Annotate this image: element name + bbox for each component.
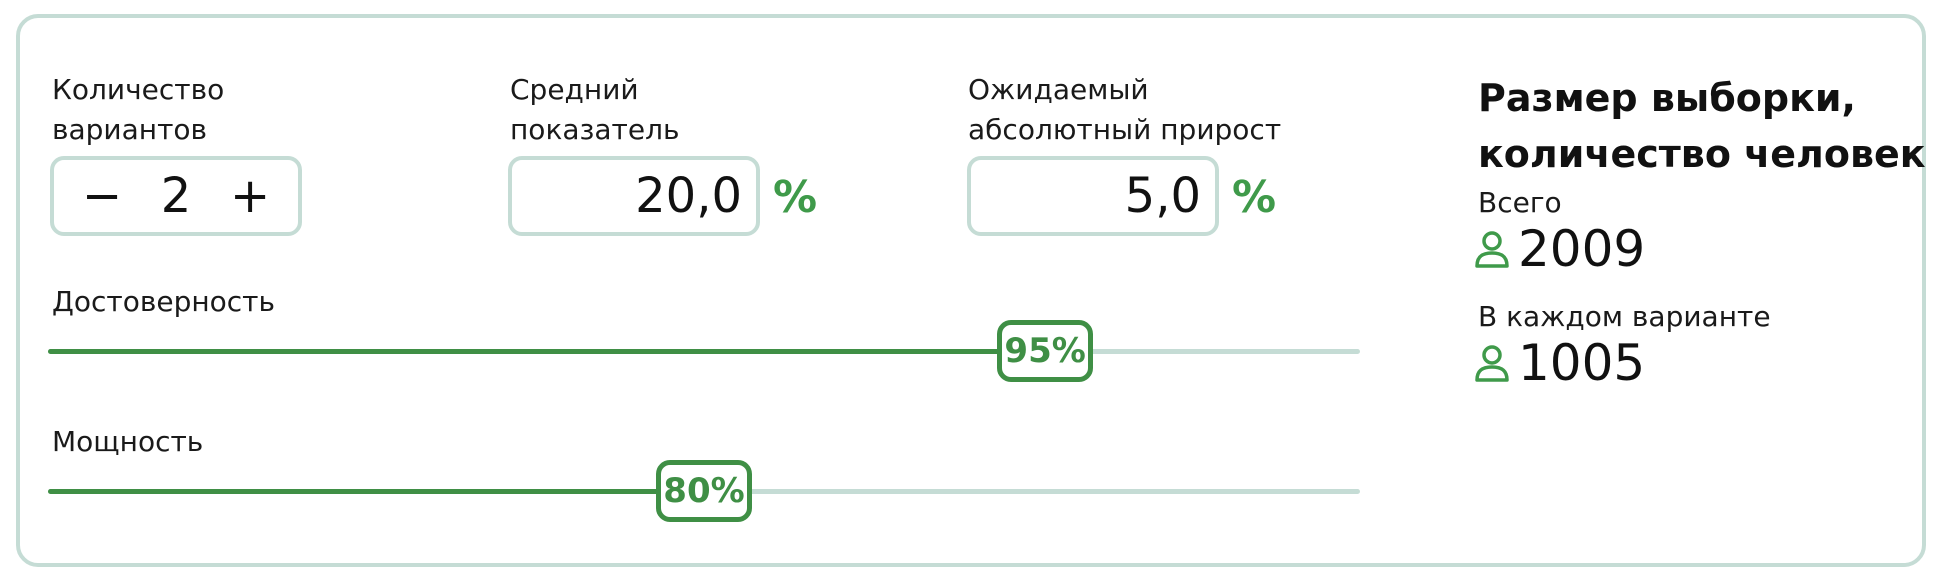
average-input[interactable]: 20,0: [508, 156, 760, 236]
power-fill: [48, 489, 704, 494]
increment-button[interactable]: +: [229, 168, 271, 224]
variants-stepper: − 2 +: [50, 156, 302, 236]
power-label: Мощность: [52, 425, 204, 458]
growth-label: Ожидаемый абсолютный прирост: [968, 73, 1282, 146]
average-unit: %: [773, 172, 818, 223]
total-number: 2009: [1518, 220, 1646, 278]
each-label: В каждом варианте: [1478, 300, 1771, 333]
reliability-label: Достоверность: [52, 285, 275, 318]
person-icon: [1475, 231, 1509, 268]
reliability-thumb[interactable]: 95%: [997, 320, 1094, 382]
each-number: 1005: [1518, 334, 1646, 392]
reliability-fill: [48, 349, 1046, 354]
variants-value: 2: [160, 168, 192, 224]
each-value: 1005: [1474, 334, 1645, 392]
person-icon: [1475, 345, 1509, 382]
variants-label: Количество вариантов: [52, 73, 225, 146]
calculator-card: [16, 14, 1926, 567]
power-thumb[interactable]: 80%: [656, 460, 752, 522]
total-value: 2009: [1474, 220, 1645, 278]
reliability-slider[interactable]: 95%: [48, 320, 1360, 382]
power-slider[interactable]: 80%: [48, 460, 1360, 522]
growth-input[interactable]: 5,0: [967, 156, 1219, 236]
result-title: Размер выборки, количество человек: [1478, 76, 1926, 176]
decrement-button[interactable]: −: [82, 168, 123, 224]
average-label: Средний показатель: [510, 73, 680, 146]
growth-unit: %: [1232, 172, 1277, 223]
total-label: Всего: [1478, 186, 1562, 219]
